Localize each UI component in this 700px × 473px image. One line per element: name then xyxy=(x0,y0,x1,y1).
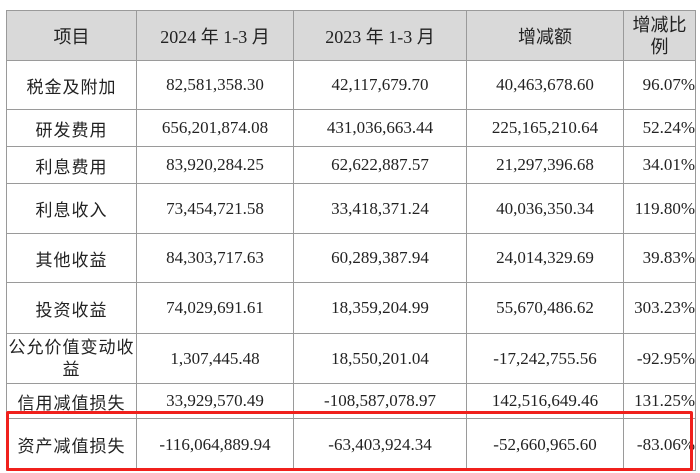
table-row: 税金及附加 82,581,358.30 42,117,679.70 40,463,67… xyxy=(6,60,696,110)
header-row: 项目 2024 年 1-3 月 2023 年 1-3 月 增减额 增减比例 xyxy=(6,10,696,61)
value-2023-cell: 42,117,679.70 xyxy=(293,60,467,110)
change-ratio-cell: 52.24% xyxy=(623,109,696,147)
value-2023-cell: -63,403,924.34 xyxy=(293,418,467,471)
change-amount-cell: 225,165,210.64 xyxy=(466,109,624,147)
change-ratio-cell: 131.25% xyxy=(623,383,696,419)
item-cell: 公允价值变动收益 xyxy=(6,333,137,384)
value-2023-cell: 33,418,371.24 xyxy=(293,183,467,234)
item-cell: 利息费用 xyxy=(6,146,137,184)
change-amount-cell: -17,242,755.56 xyxy=(466,333,624,384)
change-ratio-cell: 39.83% xyxy=(623,233,696,283)
change-ratio-cell: 303.23% xyxy=(623,282,696,334)
change-amount-cell: 40,463,678.60 xyxy=(466,60,624,110)
item-cell: 信用减值损失 xyxy=(6,383,137,419)
item-cell: 资产减值损失 xyxy=(6,418,137,471)
change-ratio-cell: -92.95% xyxy=(623,333,696,384)
table-row: 信用减值损失 33,929,570.49 -108,587,078.97 142,51… xyxy=(6,383,696,419)
value-2024-cell: 82,581,358.30 xyxy=(136,60,294,110)
item-cell: 研发费用 xyxy=(6,109,137,147)
table-row: 利息费用 83,920,284.25 62,622,887.57 21,297,396… xyxy=(6,146,696,184)
change-amount-cell: 142,516,649.46 xyxy=(466,383,624,419)
value-2024-cell: -116,064,889.94 xyxy=(136,418,294,471)
value-2023-cell: 60,289,387.94 xyxy=(293,233,467,283)
value-2024-cell: 74,029,691.61 xyxy=(136,282,294,334)
header-2024: 2024 年 1-3 月 xyxy=(136,10,294,61)
header-change-amount: 增减额 xyxy=(466,10,624,61)
value-2024-cell: 33,929,570.49 xyxy=(136,383,294,419)
financial-table: 项目 2024 年 1-3 月 2023 年 1-3 月 增减额 增减比例 税金… xyxy=(6,10,696,471)
value-2024-cell: 84,303,717.63 xyxy=(136,233,294,283)
table-row: 研发费用 656,201,874.08 431,036,663.44 225,165,… xyxy=(6,109,696,147)
value-2023-cell: 18,359,204.99 xyxy=(293,282,467,334)
table-row: 其他收益 84,303,717.63 60,289,387.94 24,014,329… xyxy=(6,233,696,283)
value-2023-cell: 18,550,201.04 xyxy=(293,333,467,384)
header-change-ratio: 增减比例 xyxy=(623,10,696,61)
value-2023-cell: 62,622,887.57 xyxy=(293,146,467,184)
value-2023-cell: 431,036,663.44 xyxy=(293,109,467,147)
header-2023: 2023 年 1-3 月 xyxy=(293,10,467,61)
change-ratio-cell: -83.06% xyxy=(623,418,696,471)
table-row: 投资收益 74,029,691.61 18,359,204.99 55,670,486… xyxy=(6,282,696,334)
table-row: 资产减值损失 -116,064,889.94 -63,403,924.34 -52,6… xyxy=(6,418,696,471)
item-cell: 其他收益 xyxy=(6,233,137,283)
value-2024-cell: 73,454,721.58 xyxy=(136,183,294,234)
table-row: 公允价值变动收益 1,307,445.48 18,550,201.04 -17,242… xyxy=(6,333,696,384)
value-2024-cell: 83,920,284.25 xyxy=(136,146,294,184)
value-2024-cell: 656,201,874.08 xyxy=(136,109,294,147)
item-cell: 投资收益 xyxy=(6,282,137,334)
change-amount-cell: 40,036,350.34 xyxy=(466,183,624,234)
item-cell: 利息收入 xyxy=(6,183,137,234)
change-ratio-cell: 96.07% xyxy=(623,60,696,110)
change-ratio-cell: 34.01% xyxy=(623,146,696,184)
header-item: 项目 xyxy=(6,10,137,61)
table-row: 利息收入 73,454,721.58 33,418,371.24 40,036,350… xyxy=(6,183,696,234)
change-amount-cell: -52,660,965.60 xyxy=(466,418,624,471)
change-amount-cell: 24,014,329.69 xyxy=(466,233,624,283)
item-cell: 税金及附加 xyxy=(6,60,137,110)
change-ratio-cell: 119.80% xyxy=(623,183,696,234)
change-amount-cell: 55,670,486.62 xyxy=(466,282,624,334)
change-amount-cell: 21,297,396.68 xyxy=(466,146,624,184)
value-2024-cell: 1,307,445.48 xyxy=(136,333,294,384)
value-2023-cell: -108,587,078.97 xyxy=(293,383,467,419)
